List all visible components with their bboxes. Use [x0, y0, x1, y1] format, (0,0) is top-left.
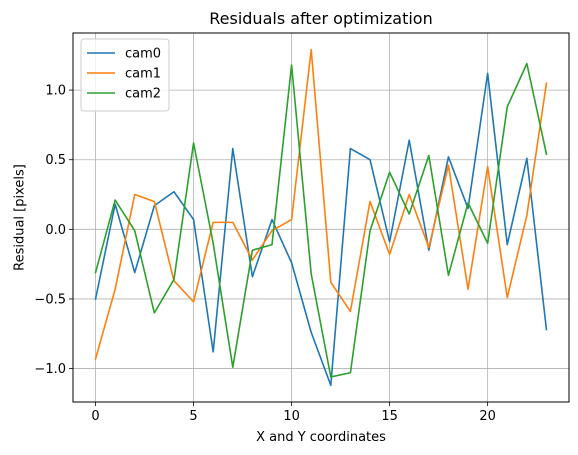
y-tick-label: 0.5 — [45, 153, 66, 168]
y-tick-label: −1.0 — [34, 362, 66, 377]
plot-frame — [72, 32, 570, 403]
y-axis-label: Residual [pixels] — [13, 164, 28, 271]
series-line-cam2 — [94, 62, 548, 378]
series-lines — [94, 48, 548, 387]
x-tick-label: 15 — [381, 409, 398, 424]
legend: cam0 cam1 cam2 — [80, 38, 170, 112]
x-tick-label: 5 — [189, 409, 197, 424]
y-tick-label: −0.5 — [34, 292, 66, 307]
legend-label-cam1: cam1 — [125, 67, 161, 82]
legend-label-cam2: cam2 — [125, 87, 161, 102]
x-axis-label: X and Y coordinates — [256, 430, 386, 445]
series-line-cam1 — [94, 48, 548, 360]
chart-title: Residuals after optimization — [209, 9, 432, 28]
x-tick-label: 10 — [283, 409, 300, 424]
x-tick-label: 20 — [479, 409, 496, 424]
x-tick-label: 0 — [91, 409, 99, 424]
legend-label-cam0: cam0 — [125, 47, 161, 62]
series-line-cam0 — [94, 72, 548, 387]
axis-ticks: 0 5 10 15 20 −1.0 −0.5 0.0 0.5 1.0 — [34, 84, 495, 424]
y-tick-label: 1.0 — [45, 84, 66, 99]
y-tick-label: 0.0 — [45, 223, 66, 238]
